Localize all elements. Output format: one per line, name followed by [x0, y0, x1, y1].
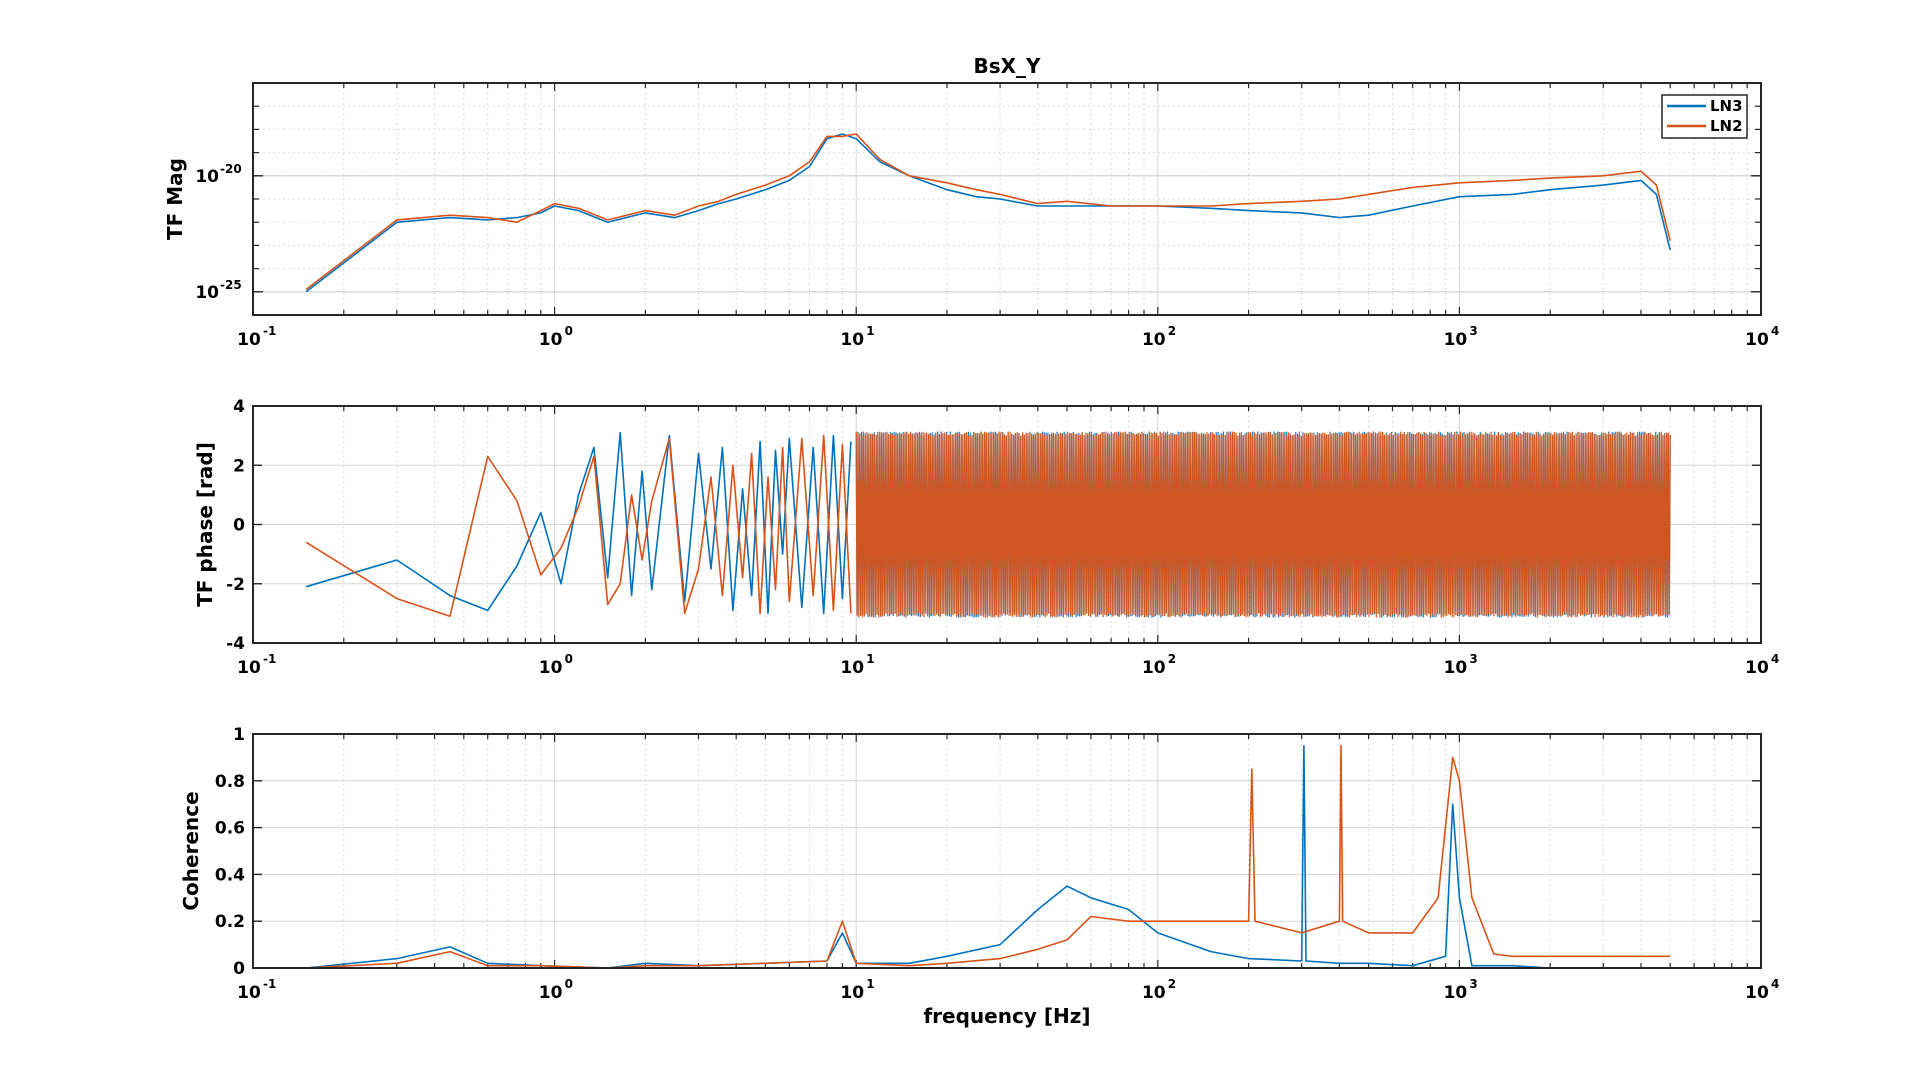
x-tick-label: 10 — [1444, 330, 1468, 350]
x-tick-label-exponent: 3 — [1469, 652, 1477, 666]
y-tick-label: 10 — [195, 167, 219, 187]
axes-box — [252, 82, 1762, 316]
axes-box — [252, 733, 1762, 969]
y-axis-label: Coherence — [179, 791, 203, 910]
y-axis-label: TF phase [rad] — [193, 442, 217, 607]
y-tick-label: 2 — [233, 456, 245, 476]
y-tick-label: 0 — [233, 959, 245, 979]
y-tick-label: 10 — [195, 283, 219, 303]
x-tick-label-exponent: 3 — [1469, 977, 1477, 991]
x-tick-label-exponent: -1 — [263, 324, 276, 338]
x-tick-label: 10 — [237, 330, 261, 350]
x-tick-label-exponent: 4 — [1771, 977, 1779, 991]
y-tick-label: 0 — [233, 516, 245, 536]
x-tick-label: 10 — [237, 983, 261, 1003]
y-tick-label: 1 — [233, 725, 245, 745]
x-tick-label: 10 — [237, 658, 261, 678]
x-tick-label-exponent: 0 — [565, 652, 573, 666]
series-group — [305, 133, 1671, 293]
x-tick-label-exponent: 2 — [1168, 652, 1176, 666]
series-line-ln3 — [306, 744, 1671, 968]
y-tick-label: -4 — [226, 634, 245, 654]
x-tick-label: 10 — [1142, 658, 1166, 678]
series-line-ln2 — [305, 133, 1671, 291]
x-tick-label-exponent: 4 — [1771, 324, 1779, 338]
x-tick-label: 10 — [539, 658, 563, 678]
series-group — [305, 431, 1671, 618]
series-line-ln2 — [305, 434, 852, 618]
series-line-ln3 — [305, 431, 852, 615]
x-tick-label-exponent: 4 — [1771, 652, 1779, 666]
axes-box — [252, 405, 1762, 644]
y-tick-label-exponent: -25 — [220, 278, 242, 292]
x-tick-label: 10 — [1745, 983, 1769, 1003]
x-axis-label: frequency [Hz] — [923, 1004, 1090, 1028]
series-group — [306, 744, 1671, 968]
legend: LN3 LN2 — [1661, 94, 1748, 139]
legend-label-ln2: LN2 — [1710, 117, 1743, 135]
y-tick-label: 4 — [233, 397, 245, 417]
y-tick-label: -2 — [226, 575, 245, 595]
y-tick-label: 0.2 — [215, 912, 245, 932]
x-tick-label-exponent: 0 — [565, 977, 573, 991]
x-tick-label: 10 — [1444, 658, 1468, 678]
x-tick-label: 10 — [840, 658, 864, 678]
plot-area — [253, 734, 1761, 968]
phase-panel: 420-2-410 -1 10 0 10 1 10 2 10 3 10 4TF phase [rad] — [193, 397, 1779, 678]
y-tick-label: 0.8 — [215, 772, 245, 792]
x-tick-label: 10 — [840, 330, 864, 350]
y-tick-label-exponent: -20 — [220, 162, 242, 176]
series-line-ln2 — [306, 744, 1671, 968]
x-tick-label: 10 — [539, 330, 563, 350]
x-tick-label: 10 — [1444, 983, 1468, 1003]
x-tick-label: 10 — [1745, 330, 1769, 350]
x-tick-label-exponent: 1 — [866, 324, 874, 338]
x-tick-label: 10 — [840, 983, 864, 1003]
x-tick-label-exponent: 2 — [1168, 977, 1176, 991]
phase-band-ln2 — [855, 431, 1671, 618]
x-tick-label: 10 — [539, 983, 563, 1003]
x-tick-label-exponent: -1 — [263, 977, 276, 991]
y-tick-label: 0.4 — [215, 865, 245, 885]
x-tick-label: 10 — [1142, 983, 1166, 1003]
x-tick-label-exponent: 2 — [1168, 324, 1176, 338]
series-line-ln3 — [305, 133, 1671, 293]
x-tick-label-exponent: 0 — [565, 324, 573, 338]
y-axis-label: TF Mag — [163, 158, 187, 240]
x-tick-label-exponent: 1 — [866, 977, 874, 991]
x-tick-label-exponent: -1 — [263, 652, 276, 666]
legend-box — [1661, 94, 1748, 139]
x-tick-label-exponent: 3 — [1469, 324, 1477, 338]
y-tick-label: 0.6 — [215, 819, 245, 839]
x-tick-label-exponent: 1 — [866, 652, 874, 666]
x-tick-label: 10 — [1142, 330, 1166, 350]
legend-label-ln3: LN3 — [1710, 97, 1743, 115]
figure-title: BsX_Y — [973, 54, 1041, 78]
x-tick-label: 10 — [1745, 658, 1769, 678]
